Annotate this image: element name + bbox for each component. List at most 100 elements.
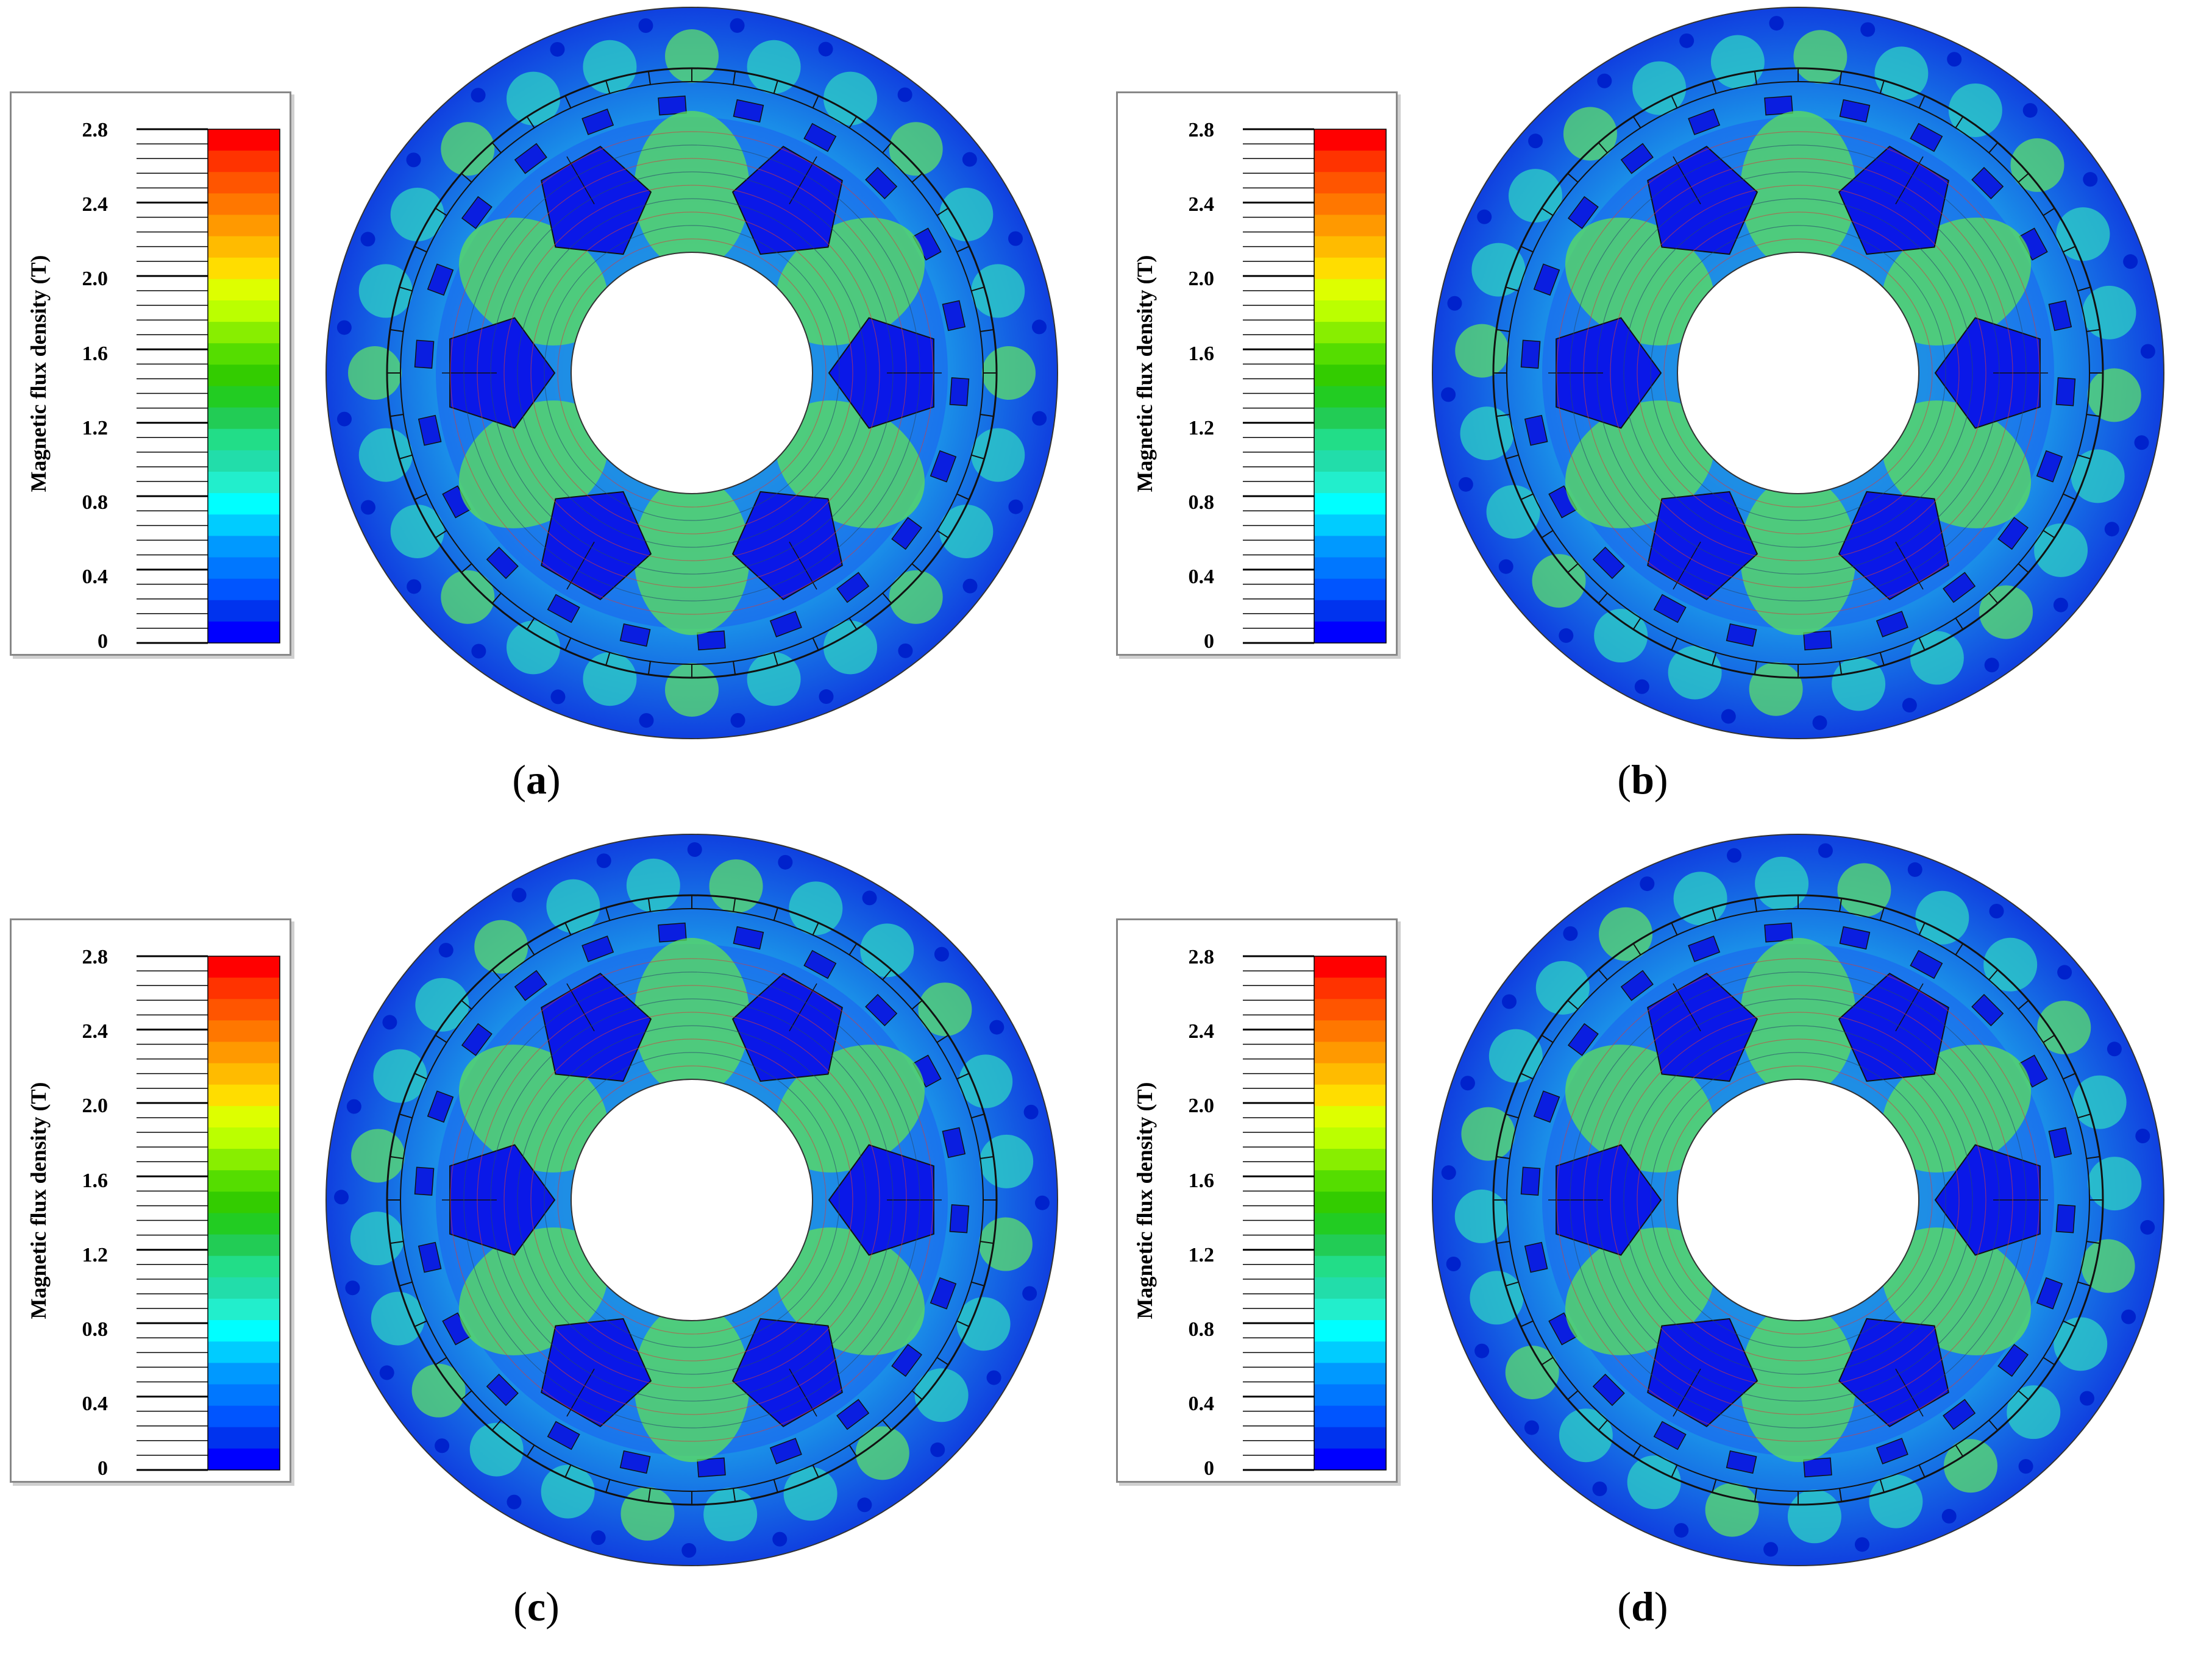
magnet-slot [803,949,837,979]
flux-bridge [458,1045,608,1173]
magnet-slot [1803,1457,1832,1478]
flux-blob [2010,138,2064,192]
colorbar-segment [208,1106,280,1128]
magnet-slot [1971,993,2004,1026]
panel-a: Magnetic flux density (T) 2.8 2.4 2.0 1.… [0,0,1106,827]
colorbar-segment [1314,428,1386,451]
colorbar-frame [1314,956,1387,1471]
colorbar-segment [208,1448,280,1471]
colorbar [1243,955,1387,1471]
tick-label: 0 [98,1457,108,1480]
flux-bridge [1740,1304,1856,1462]
flux-blob [2071,449,2125,503]
magnet-slot [461,196,493,229]
pole-divider [789,541,817,590]
flux-bridge [1740,938,1856,1096]
stator-hole [1769,16,1784,31]
ring-segment [1598,969,1608,981]
flux-line [1596,171,2000,575]
colorbar-segment [1314,1299,1386,1321]
ring-segment [1955,116,1964,129]
colorbar-segment [208,1363,280,1385]
stator-hole [1446,1256,1461,1271]
colorbar-segment [208,999,280,1021]
magnet-slot [514,143,547,174]
flux-line [530,1038,853,1361]
tick-label: 2.8 [82,119,108,141]
stator-hole [438,943,453,958]
ring-segment [605,907,611,921]
flux-blob [1793,30,1847,84]
ring-segment [956,246,970,253]
flux-blob [665,29,719,83]
flux-line [490,998,894,1402]
colorbar-segment [1314,364,1386,386]
colorbar-segment [208,343,280,365]
stator-hole [406,152,421,168]
ring-segment [605,1479,611,1493]
stator-hole [1818,843,1833,858]
ring-segment [1496,414,1510,417]
magnet-slot [2055,377,2076,406]
colorbar-segment [1314,343,1386,365]
stator-hole [1634,679,1649,694]
ring-segment [2086,328,2100,332]
magnet-slot [942,1127,966,1159]
colorbar-segment [1314,621,1386,644]
pole-divider [566,1368,595,1417]
stator-hole [1674,1523,1689,1538]
flux-bridge [1882,218,2032,346]
magnet-slot [1653,1421,1687,1450]
flux-blob [469,1422,524,1477]
colorbar-segment [208,450,280,472]
pole-divider [1673,541,1701,590]
ring-segment [564,922,572,935]
colorbar-segment [208,215,280,237]
stator-hole [1947,52,1962,67]
stator-hole [550,689,566,705]
colorbar-legend: Magnetic flux density (T) 2.8 2.4 2.0 1.… [10,91,291,656]
ring-segment [882,969,892,981]
flux-blob [971,428,1025,482]
colorbar-segment [208,514,280,536]
flux-bridge [1565,1227,1715,1355]
colorbar-segment [1314,978,1386,999]
ring-segment [971,454,985,460]
pole-divider [566,983,595,1032]
magnet-slot [1688,935,1721,962]
flux-blob [583,40,637,94]
ring-segment [647,1488,651,1502]
flux-line [1650,1052,1946,1348]
magnet-slot [697,1457,726,1478]
ring-segment [1712,1479,1717,1493]
flux-blob [823,71,877,126]
stator-hole [638,18,653,33]
magnet-slot [733,99,764,123]
shaft-hole [571,252,813,494]
stator-hole [1022,1286,1037,1301]
flux-bridge [634,938,750,1096]
stator-hole [2018,1459,2033,1474]
ring-segment [389,1155,404,1159]
flux-density-map [325,7,1058,739]
stator-hole [435,1438,450,1453]
ring-segment [848,943,858,956]
ring-segment [1988,969,1999,981]
colorbar-segment [208,1255,280,1278]
flux-blob [703,1488,758,1542]
stator-hole [1727,848,1742,863]
flux-blob [474,920,528,974]
colorbar-segment [1314,279,1386,301]
colorbar-segment [1314,215,1386,237]
flux-blob [1461,1107,1515,1161]
flux-blob [823,620,877,675]
flux-line [1663,1065,1933,1335]
panel-caption: d [1631,1583,1654,1630]
colorbar-segment [208,1020,280,1042]
ring-segment [1505,454,1519,460]
flux-line [544,225,840,521]
flux-bridge [634,111,750,269]
magnet-slot [1803,630,1832,651]
flux-blob [1869,1474,1923,1528]
magnet-slot [2055,1204,2076,1233]
